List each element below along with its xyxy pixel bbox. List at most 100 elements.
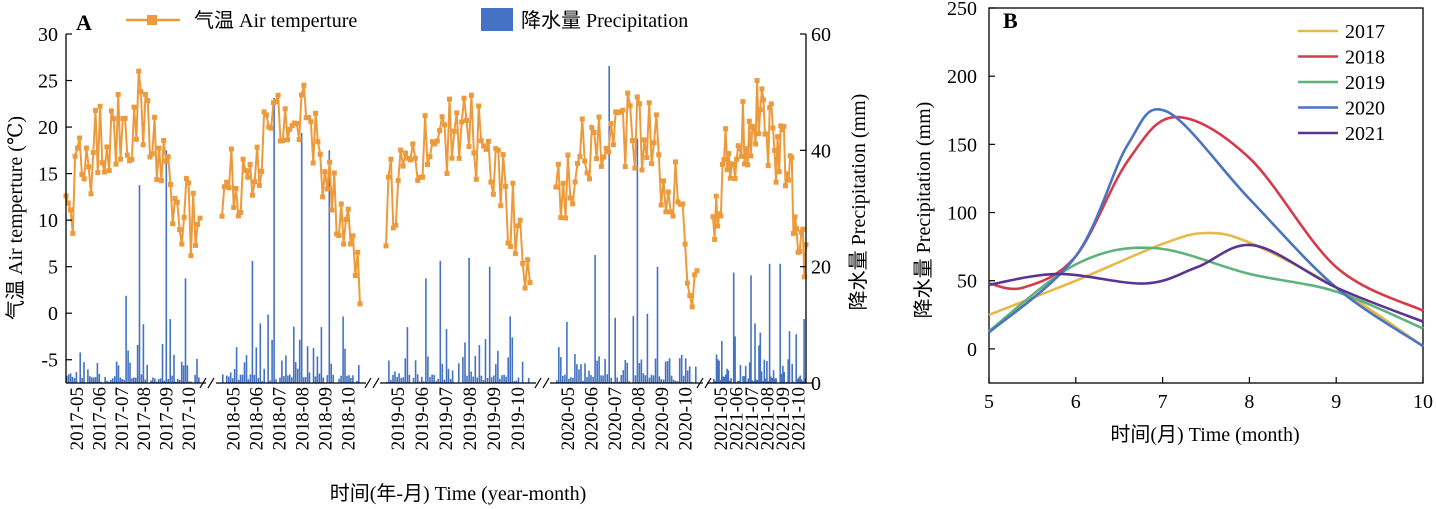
precip-bar <box>758 345 760 383</box>
air-temperature-point <box>712 236 718 242</box>
axis-break-mark <box>696 377 704 389</box>
air-temperature-point <box>591 129 597 135</box>
axis-break-mark <box>534 377 542 389</box>
air-temperature-point <box>72 153 78 159</box>
air-temperature-point <box>235 213 241 219</box>
x-tick-labels-2018: 2018-05 2018-06 2018-07 2018-08 2018-09 2018-… <box>224 387 360 450</box>
air-temperature-point <box>268 125 274 131</box>
air-temperature-point <box>77 135 83 141</box>
x-tick-label: 2020-08 <box>628 387 649 450</box>
air-temperature-point <box>673 159 678 165</box>
precip-bar <box>115 361 118 383</box>
precip-bar <box>562 375 564 383</box>
precip-bar <box>767 381 770 383</box>
precip-bar <box>787 359 789 383</box>
air-temperature-point <box>560 180 566 186</box>
air-temperature-point <box>748 153 754 159</box>
air-temperature-point <box>313 110 319 116</box>
precip-bar <box>490 377 493 383</box>
precip-bar <box>437 379 439 383</box>
x-tick-label: 9 <box>1331 391 1341 413</box>
air-temperature-point <box>630 138 635 144</box>
precip-bar <box>695 366 697 383</box>
precip-bar <box>791 364 793 383</box>
air-temperature-point <box>512 251 518 257</box>
precip-bar <box>235 347 238 383</box>
air-temperature-point <box>468 92 474 98</box>
precip-bar <box>464 342 466 383</box>
x-tick-label: 2018-10 <box>339 387 360 450</box>
precip-bar <box>616 377 618 383</box>
air-temperature-point <box>395 178 401 184</box>
air-temperature-point <box>240 156 246 162</box>
precip-bar <box>739 365 742 383</box>
air-temperature-point <box>473 176 479 182</box>
legend-temp-marker <box>147 15 157 25</box>
x-tick-label: 2020-05 <box>558 387 579 450</box>
precip-bar <box>340 375 342 383</box>
precip-bar <box>501 375 503 383</box>
air-temperature-point <box>687 293 693 298</box>
air-temperature-point <box>449 155 455 161</box>
x-tick-label: 2017-08 <box>134 387 155 450</box>
precip-bar <box>152 377 154 383</box>
air-temperature-point <box>177 227 183 232</box>
air-temperature-point <box>90 150 96 155</box>
precip-bar <box>493 375 495 383</box>
right-y-tick-label: 20 <box>811 257 831 279</box>
precip-bar <box>106 380 108 383</box>
precip-bar <box>441 363 444 383</box>
precip-bar <box>676 381 679 383</box>
precip-bar <box>222 374 224 383</box>
air-temperature-point <box>784 171 790 177</box>
precip-bar <box>798 377 800 383</box>
axis-break-mark <box>542 377 550 389</box>
panel-b-legend: 2017 2018 2019 2020 2021 <box>1298 21 1385 145</box>
air-temperature-point <box>324 186 330 192</box>
air-temperature-point <box>598 163 604 169</box>
precip-bar <box>782 365 784 383</box>
precip-bar <box>686 370 689 383</box>
air-temperature-point <box>770 125 776 131</box>
precip-bar <box>291 377 293 383</box>
air-temperature-point <box>108 108 114 114</box>
air-temperature-point <box>575 161 580 166</box>
precip-bar <box>478 345 481 383</box>
air-temperature-point <box>746 118 752 124</box>
air-temperature-point <box>193 242 198 248</box>
precip-bar <box>760 371 763 383</box>
air-temperature-point <box>759 86 765 92</box>
precip-bar <box>727 370 730 383</box>
precip-bar <box>503 374 505 383</box>
precip-bar <box>527 377 530 383</box>
air-temperature-point <box>488 179 494 185</box>
air-temperature-point <box>767 105 773 111</box>
left-y-tick-label: 20 <box>38 117 58 139</box>
air-temperature-point <box>587 176 592 182</box>
precip-bar <box>728 380 731 383</box>
precip-bar <box>431 374 433 383</box>
precip-bar <box>717 359 719 383</box>
air-temperature-point <box>124 152 130 158</box>
precip-bar <box>245 355 248 383</box>
air-temperature-point <box>407 157 413 163</box>
precip-bar <box>326 375 329 383</box>
air-temperature-point <box>224 179 230 185</box>
air-temperature-point <box>81 176 87 182</box>
precip-bar <box>229 372 232 383</box>
air-temperature-point <box>760 97 766 103</box>
air-temperature-point <box>637 101 643 107</box>
air-temperature-point <box>459 119 465 125</box>
precip-bar <box>754 323 756 383</box>
precip-bar <box>566 321 568 383</box>
x-tick-label: 2020-07 <box>605 387 626 450</box>
air-temperature-point <box>427 154 433 160</box>
air-temperature-point <box>165 154 171 160</box>
precip-bar <box>73 378 76 383</box>
precip-bar <box>580 364 582 383</box>
air-temperature-point <box>444 171 450 176</box>
air-temperature-point <box>129 156 135 162</box>
year-2021 <box>710 78 809 383</box>
air-temperature-point <box>355 249 361 255</box>
precip-bar <box>146 364 148 383</box>
